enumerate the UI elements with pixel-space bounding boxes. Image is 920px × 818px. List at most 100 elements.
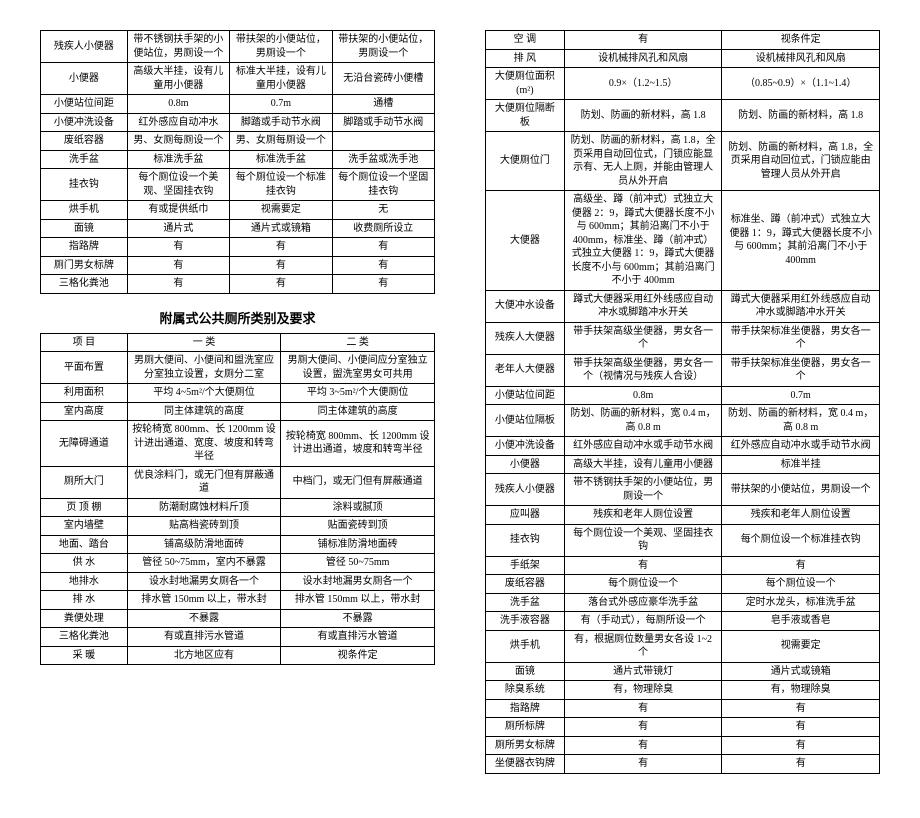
row-label: 利用面积 [41, 384, 128, 403]
row-label: 小便站位间距 [41, 95, 128, 114]
table-cell: 通片式 [127, 219, 229, 238]
table-cell: 每个厕位设一个 [722, 575, 880, 594]
table-cell: 有，物理除臭 [564, 681, 722, 700]
row-label: 小便冲洗设备 [41, 113, 128, 132]
row-label: 小便站位间距 [486, 386, 565, 405]
table-cell: 有 [127, 256, 229, 275]
table-cell: 防划、防画的新材料，宽 0.4 m，高 0.8 m [564, 405, 722, 437]
table-cell: 皂手液或香皂 [722, 612, 880, 631]
row-label: 页 顶 棚 [41, 498, 128, 517]
table-cell: 高级坐、蹲（前冲式）式独立大便器 2：9，蹲式大便器长度不小与 600mm；其前… [564, 191, 722, 291]
table-cell: 防划、防画的新材料，高 1.8，全页采用自动回位式，门锁应能显示有、无人上厕，并… [564, 132, 722, 191]
table-cell: 脚踏或手动节水阀 [332, 113, 434, 132]
row-label: 烘手机 [41, 201, 128, 220]
table-cell: 每个厕位设一个美观、坚固挂衣钩 [127, 169, 229, 201]
row-label: 面镜 [486, 662, 565, 681]
row-label: 指路牌 [486, 699, 565, 718]
row-label: 三格化粪池 [41, 275, 128, 294]
table-cell: 0.8m [127, 95, 229, 114]
table-cell: 有 [332, 238, 434, 257]
table-cell: 带不锈钢扶手架的小便站位，男厕设一个 [127, 31, 229, 63]
table-cell: 防潮耐腐蚀材料斤顶 [127, 498, 281, 517]
table-cell: 有 [722, 755, 880, 774]
row-label: 空 调 [486, 31, 565, 50]
row-label: 小便站位隔板 [486, 405, 565, 437]
row-label: 厕所标牌 [486, 718, 565, 737]
table-cell: 每个厕位设一个标准挂衣钩 [722, 524, 880, 556]
row-label: 采 暖 [41, 646, 128, 665]
row-label: 老年人大便器 [486, 354, 565, 386]
table-cell: 收费厕所设立 [332, 219, 434, 238]
table-cell: 贴高档瓷砖到顶 [127, 517, 281, 536]
table-1: 残疾人小便器带不锈钢扶手架的小便站位，男厕设一个带扶架的小便站位，男厕设一个带扶… [40, 30, 435, 294]
table-cell: 中档门，或无门但有屏蔽通道 [281, 466, 435, 498]
row-label: 地排水 [41, 572, 128, 591]
row-label: 供 水 [41, 554, 128, 573]
table-cell: 男、女厕每厕设一个 [127, 132, 229, 151]
table-cell: 带手扶架高级坐便器，男女各一个 [564, 322, 722, 354]
row-label: 厕门男女标牌 [41, 256, 128, 275]
table-cell: 男、女厕每厕设一个 [230, 132, 332, 151]
table-cell: 有 [127, 275, 229, 294]
table-cell: 平均 3~5m²/个大便厕位 [281, 384, 435, 403]
table-cell: 带不锈钢扶手架的小便站位，男厕设一个 [564, 474, 722, 506]
row-label: 残疾人小便器 [41, 31, 128, 63]
row-label: 应叫器 [486, 506, 565, 525]
table-cell: 同主体建筑的高度 [127, 402, 281, 421]
table-cell: 带手扶架高级坐便器，男女各一个（视情况与残疾人合设） [564, 354, 722, 386]
table-cell: 无 [332, 201, 434, 220]
table-cell: 每个厕位设一个坚固挂衣钩 [332, 169, 434, 201]
row-label: 大便厕位门 [486, 132, 565, 191]
table-cell: 带扶架的小便站位，男厕设一个 [332, 31, 434, 63]
table-cell: 通片式或镜箱 [230, 219, 332, 238]
table-cell: 男厕大便间、小便间应分室独立设置，盥洗室男女可共用 [281, 352, 435, 384]
table-cell: 按轮椅宽 800mm、长 1200mm 设计进出通道、宽度、坡度和转弯半径 [127, 421, 281, 467]
row-label: 无障碍通道 [41, 421, 128, 467]
table-cell: 定时水龙头，标准洗手盆 [722, 593, 880, 612]
row-label: 挂衣钩 [41, 169, 128, 201]
row-label: 洗手盆 [486, 593, 565, 612]
table-cell: 视需要定 [722, 630, 880, 662]
table-cell: 管径 50~75mm [281, 554, 435, 573]
table-cell: 带扶架的小便站位，男厕设一个 [722, 474, 880, 506]
table-cell: 残疾和老年人厕位设置 [564, 506, 722, 525]
table-cell: 有 [564, 556, 722, 575]
table-cell: 0.8m [564, 386, 722, 405]
table-cell: 贴面瓷砖到顶 [281, 517, 435, 536]
table-cell: 脚踏或手动节水阀 [230, 113, 332, 132]
row-label: 面镜 [41, 219, 128, 238]
table-cell: 高级大半挂，设有儿童用小便器 [127, 63, 229, 95]
table-cell: 有 [230, 238, 332, 257]
table-cell: 有 [722, 556, 880, 575]
table-cell: 铺高级防滑地面砖 [127, 535, 281, 554]
table-cell: 按轮椅宽 800mm、长 1200mm 设计进出通道，坡度和转弯半径 [281, 421, 435, 467]
row-label: 洗手液容器 [486, 612, 565, 631]
table-cell: 不暴露 [127, 609, 281, 628]
table-cell: 标准坐、蹲（前冲式）式独立大便器 1：9，蹲式大便器长度不小与 600mm；其前… [722, 191, 880, 291]
table-2-header: 二 类 [281, 333, 435, 352]
row-label: 室内墙壁 [41, 517, 128, 536]
table-cell: 无沿台瓷砖小便槽 [332, 63, 434, 95]
table-cell: 有 [230, 275, 332, 294]
table-cell: 洗手盆或洗手池 [332, 150, 434, 169]
table-cell: 有或直排污水管道 [127, 628, 281, 647]
row-label: 残疾人大便器 [486, 322, 565, 354]
table-cell: 设水封地漏男女厕各一个 [281, 572, 435, 591]
table-cell: 通片式带镜灯 [564, 662, 722, 681]
row-label: 大便冲水设备 [486, 290, 565, 322]
table-cell: 视条件定 [722, 31, 880, 50]
table-cell: 带手扶架标准坐便器，男女各一个 [722, 354, 880, 386]
table-cell: 优良涂料门，或无门但有屏蔽通道 [127, 466, 281, 498]
table-cell: 防划、防画的新材料，高 1.8 [722, 100, 880, 132]
table-cell: 排水管 150mm 以上，带水封 [127, 591, 281, 610]
row-label: 平面布置 [41, 352, 128, 384]
table-cell: 管径 50~75mm，室内不暴露 [127, 554, 281, 573]
table-cell: 0.7m [230, 95, 332, 114]
table-2-header: 项 目 [41, 333, 128, 352]
table-cell: 标准大半挂，设有儿童用小便器 [230, 63, 332, 95]
row-label: 坐便器衣钩牌 [486, 755, 565, 774]
row-label: 小便器 [41, 63, 128, 95]
table-cell: 标准半挂 [722, 455, 880, 474]
table-cell: 排水管 150mm 以上，带水封 [281, 591, 435, 610]
table-cell: 有，物理除臭 [722, 681, 880, 700]
